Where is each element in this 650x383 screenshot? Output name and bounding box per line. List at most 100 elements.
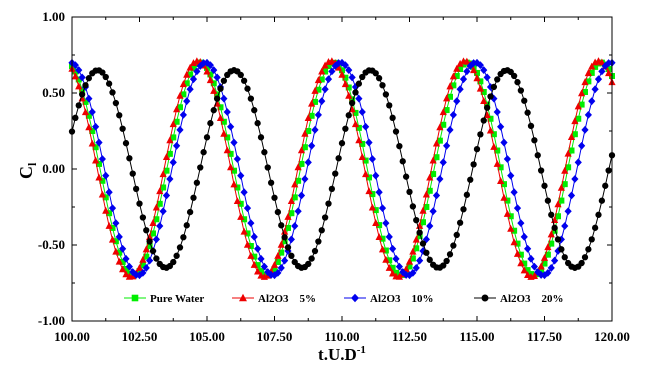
data-point: [378, 204, 387, 213]
data-point: [507, 224, 515, 232]
data-point: [142, 245, 150, 253]
data-point: [311, 125, 319, 134]
data-point: [439, 158, 447, 167]
data-point: [88, 139, 96, 147]
data-point: [483, 104, 491, 111]
data-point: [490, 131, 497, 138]
legend-marker: [239, 293, 247, 302]
y-tick-label: 1.00: [42, 9, 65, 24]
data-point: [311, 247, 319, 255]
data-point: [449, 72, 457, 80]
data-point: [230, 180, 238, 188]
data-point: [551, 224, 558, 231]
data-point: [497, 122, 505, 131]
data-point: [281, 238, 288, 245]
data-point: [281, 234, 288, 241]
data-point: [362, 157, 369, 164]
data-point: [81, 108, 90, 116]
data-point: [308, 141, 316, 150]
data-point: [480, 97, 488, 104]
data-point: [153, 216, 160, 223]
data-point: [585, 246, 592, 253]
data-point: [436, 137, 443, 144]
data-point: [244, 85, 251, 92]
data-point: [486, 126, 495, 134]
data-point: [112, 99, 120, 107]
data-point: [477, 78, 484, 85]
data-point: [355, 94, 363, 103]
data-point: [568, 147, 575, 154]
data-point: [467, 176, 474, 183]
data-point: [166, 136, 174, 144]
data-point: [510, 72, 518, 80]
data-point: [132, 185, 140, 192]
data-point: [500, 193, 508, 201]
data-point: [571, 131, 578, 138]
data-point: [227, 150, 234, 157]
data-point: [470, 66, 478, 74]
data-point: [247, 252, 255, 259]
data-point: [233, 155, 241, 163]
data-point: [581, 254, 589, 261]
data-point: [362, 122, 370, 131]
data-point: [85, 123, 93, 131]
data-point: [102, 171, 110, 180]
data-point: [412, 235, 420, 243]
data-point: [116, 112, 123, 119]
data-point: [473, 146, 481, 153]
data-point: [216, 114, 225, 122]
data-point: [139, 268, 147, 277]
data-point: [341, 61, 349, 70]
data-point: [78, 91, 86, 98]
data-point: [119, 244, 127, 253]
data-point: [567, 191, 576, 200]
data-point: [112, 247, 120, 255]
data-point: [92, 144, 99, 151]
data-point: [278, 249, 285, 256]
data-point: [261, 149, 268, 156]
data-point: [251, 107, 258, 114]
data-point: [547, 230, 555, 238]
data-point: [251, 253, 258, 260]
data-point: [429, 156, 437, 164]
data-point: [321, 214, 329, 221]
data-point: [126, 155, 133, 162]
data-point: [186, 85, 194, 94]
data-point: [440, 262, 447, 269]
data-point: [446, 251, 454, 258]
data-point: [494, 147, 501, 154]
data-point: [463, 67, 471, 76]
data-point: [258, 268, 264, 275]
data-point: [301, 144, 308, 151]
series-line: [71, 60, 613, 278]
data-point: [295, 177, 302, 184]
data-point: [314, 76, 322, 84]
data-point: [75, 82, 83, 90]
data-point: [254, 120, 261, 127]
data-point: [294, 207, 302, 216]
data-point: [162, 191, 171, 200]
data-point: [430, 171, 437, 178]
data-point: [419, 206, 427, 214]
data-point: [540, 253, 549, 261]
data-point: [581, 125, 589, 134]
data-point: [520, 232, 528, 241]
data-point: [305, 260, 312, 268]
data-point: [450, 242, 457, 249]
data-point: [105, 188, 113, 197]
data-point: [75, 102, 82, 109]
data-point: [122, 270, 130, 278]
data-point: [358, 108, 366, 116]
data-point: [368, 203, 376, 211]
data-point: [544, 268, 552, 277]
legend-label: Al2O3 10%: [370, 293, 434, 305]
data-point: [409, 203, 417, 210]
data-point: [385, 232, 393, 241]
data-point: [71, 61, 79, 70]
data-point: [244, 230, 251, 237]
data-point: [456, 59, 464, 67]
data-point: [315, 86, 322, 93]
y-tick-label: -1.00: [38, 313, 65, 328]
data-point: [291, 180, 299, 188]
data-point: [179, 110, 187, 119]
